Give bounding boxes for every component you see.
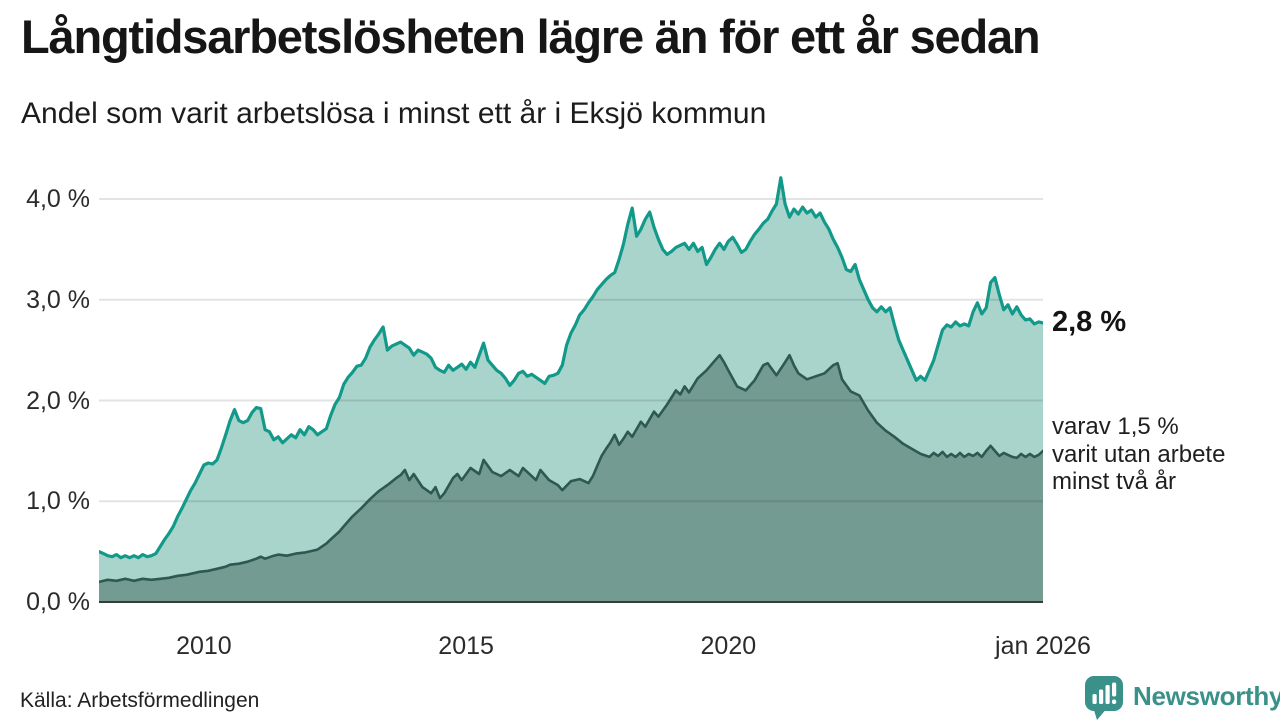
series-subset-annotation: varav 1,5 % varit utan arbete minst två … [1052,413,1225,496]
x-tick-label: 2010 [176,632,232,660]
newsworthy-pin-chart-icon [1084,675,1126,720]
annotation-line-2: varit utan arbete [1052,440,1226,468]
series-total-value-label: 2,8 % [1052,306,1127,338]
y-tick-label: 3,0 % [26,285,90,314]
newsworthy-logo-text: Newsworthy [1133,681,1280,711]
page-subtitle: Andel som varit arbetslösa i minst ett å… [21,97,767,130]
y-tick-label: 2,0 % [26,386,90,415]
y-tick-label: 1,0 % [26,487,90,516]
area-chart [99,176,1043,603]
x-tick-label: 2015 [438,632,494,660]
x-tick-label: 2020 [700,632,757,660]
source-attribution: Källa: Arbetsförmedlingen [20,689,260,712]
page-title: Långtidsarbetslösheten lägre än för ett … [21,10,1041,63]
y-tick-label: 4,0 % [26,185,90,213]
y-tick-label: 0,0 % [26,588,90,616]
annotation-line-1: varav 1,5 % [1052,413,1179,440]
annotation-line-3: minst två år [1052,468,1177,495]
x-tick-label: jan 2026 [995,632,1091,660]
newsworthy-logo: Newsworthy [1084,675,1280,720]
